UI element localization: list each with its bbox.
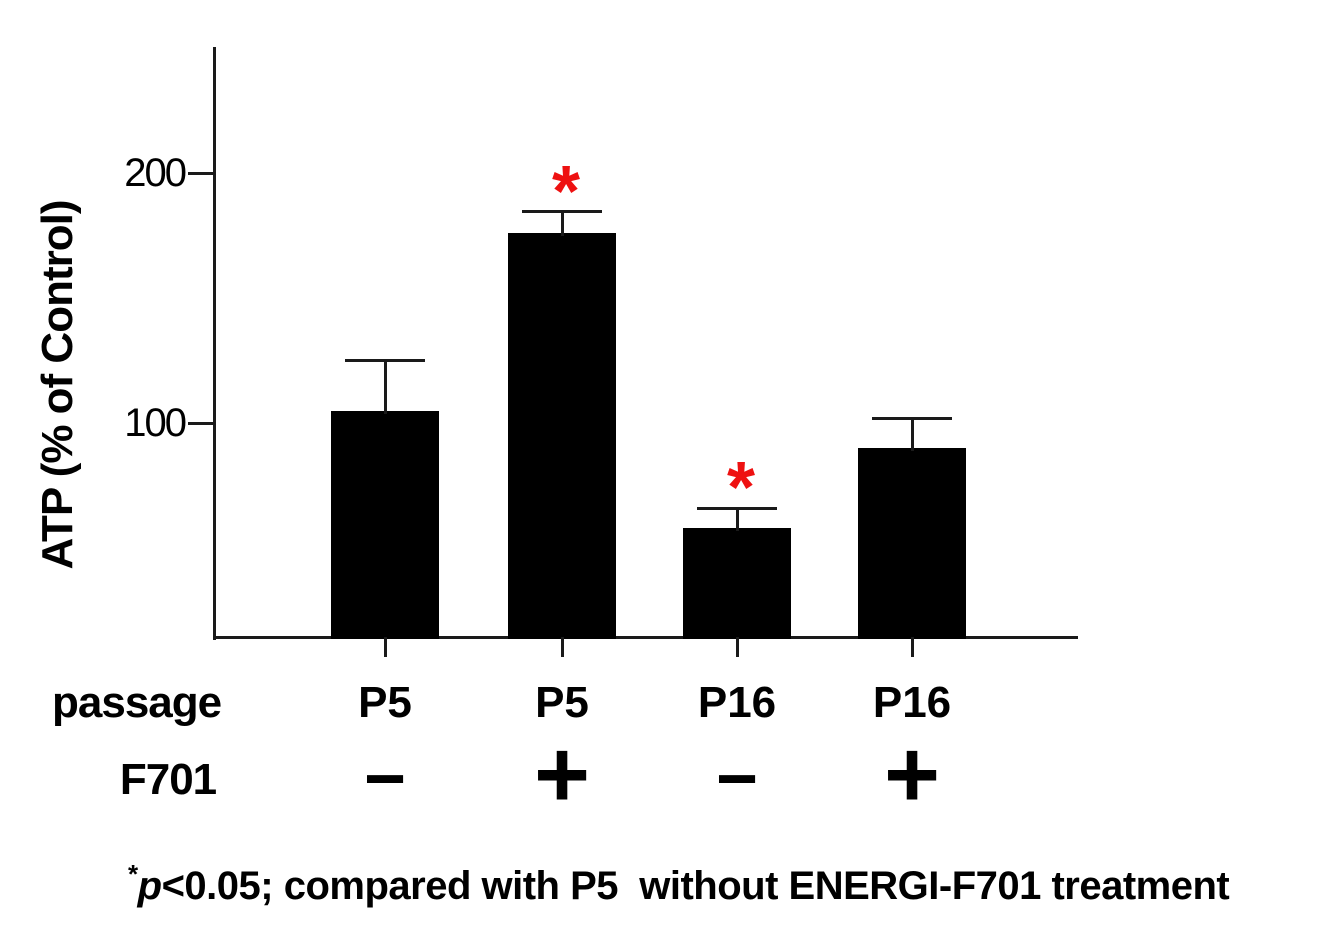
minus-symbol: − <box>363 739 407 819</box>
error-bar-cap <box>345 359 425 362</box>
error-bar-stem <box>383 360 387 414</box>
plus-symbol: + <box>533 721 591 828</box>
bar <box>331 410 439 639</box>
y-axis-line <box>213 47 216 640</box>
error-bar-stem <box>560 211 564 236</box>
significance-asterisk: * <box>551 151 581 232</box>
error-bar-cap <box>872 416 952 420</box>
plus-symbol: + <box>883 721 941 828</box>
f701-row-label: F701 <box>119 755 217 804</box>
y-tick-label: 200 <box>124 151 187 195</box>
y-tick-mark <box>188 172 213 175</box>
error-bar-cap <box>522 210 602 214</box>
error-bar-cap <box>697 506 777 510</box>
footnote-significance-asterisk: * <box>128 859 138 889</box>
error-bar-stem <box>735 508 739 531</box>
x-axis-line <box>213 636 1078 639</box>
passage-value-label: P5 <box>535 678 589 727</box>
x-tick-mark <box>910 637 914 657</box>
bar <box>508 233 616 639</box>
y-tick-mark <box>188 422 213 425</box>
minus-symbol: − <box>715 739 759 819</box>
y-axis-title: ATP (% of Control) <box>33 200 82 570</box>
passage-row-label: passage <box>52 678 222 727</box>
passage-value-label: P16 <box>697 678 777 727</box>
bar <box>683 528 791 639</box>
footnote-text: <0.05; compared with P5 without ENERGI-F… <box>161 864 1230 908</box>
footnote-p-symbol: p <box>137 864 162 908</box>
x-tick-mark <box>560 637 564 657</box>
significance-asterisk: * <box>726 448 756 528</box>
x-tick-mark <box>383 637 387 657</box>
footnote: *p<0.05; compared with P5 without ENERGI… <box>128 859 1230 909</box>
error-bar-stem <box>910 418 914 451</box>
y-tick-label: 100 <box>124 401 187 445</box>
passage-value-label: P5 <box>358 678 412 727</box>
passage-value-label: P16 <box>872 678 952 727</box>
bar <box>858 448 966 639</box>
x-tick-mark <box>735 637 739 657</box>
